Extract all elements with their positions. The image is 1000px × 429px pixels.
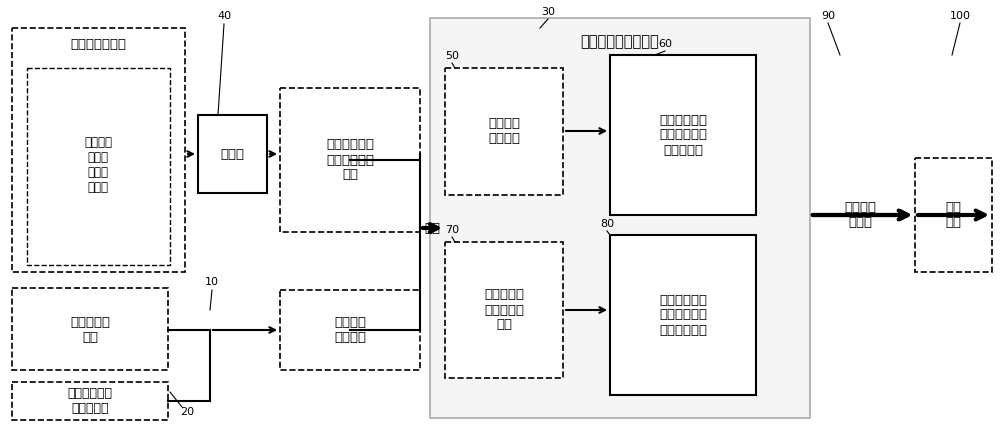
Text: 50: 50 bbox=[445, 51, 459, 61]
Text: 20: 20 bbox=[180, 407, 194, 417]
Text: 地面定标
场数据: 地面定标 场数据 bbox=[844, 201, 876, 229]
Bar bbox=[12, 382, 168, 420]
Bar bbox=[12, 288, 168, 370]
Text: 红外相机
同时间
同空间
同路径: 红外相机 同时间 同空间 同路径 bbox=[84, 136, 112, 194]
Bar bbox=[610, 235, 756, 395]
Text: 产品级数据层面标定: 产品级数据层面标定 bbox=[581, 34, 659, 49]
Text: 预处理: 预处理 bbox=[220, 148, 244, 160]
Bar bbox=[445, 68, 563, 195]
Text: 各小单元微
波数据分布
规律: 各小单元微 波数据分布 规律 bbox=[484, 288, 524, 332]
Text: 高精度红外数据: 高精度红外数据 bbox=[70, 39, 126, 51]
Bar bbox=[27, 68, 170, 265]
Text: 30: 30 bbox=[541, 7, 555, 17]
Text: 90: 90 bbox=[821, 11, 835, 21]
Bar bbox=[915, 158, 992, 272]
Bar bbox=[610, 55, 756, 215]
Text: 全天时全天候
高精度微波海
面温度数据: 全天时全天候 高精度微波海 面温度数据 bbox=[659, 114, 707, 157]
Text: 可见度函数
标定: 可见度函数 标定 bbox=[70, 316, 110, 344]
Bar bbox=[430, 18, 810, 418]
Text: 微波数据
误差规律: 微波数据 误差规律 bbox=[488, 117, 520, 145]
Text: 10: 10 bbox=[205, 277, 219, 287]
Text: 晴天: 晴天 bbox=[424, 221, 440, 235]
Text: 全天时全天候
高分辨率微波
海面温度数据: 全天时全天候 高分辨率微波 海面温度数据 bbox=[659, 293, 707, 336]
Bar bbox=[12, 28, 185, 272]
Text: 100: 100 bbox=[950, 11, 970, 21]
Text: 60: 60 bbox=[658, 39, 672, 49]
Bar bbox=[445, 242, 563, 378]
Bar bbox=[280, 88, 420, 232]
Bar bbox=[198, 115, 267, 193]
Text: 高精度高质量
红外海面温度
数据: 高精度高质量 红外海面温度 数据 bbox=[326, 139, 374, 181]
Text: 效能
评估: 效能 评估 bbox=[945, 201, 961, 229]
Text: 图像重构和反
演误差标定: 图像重构和反 演误差标定 bbox=[68, 387, 112, 415]
Text: 微波海面
温度数据: 微波海面 温度数据 bbox=[334, 316, 366, 344]
Text: 40: 40 bbox=[217, 11, 231, 21]
Text: 80: 80 bbox=[600, 219, 614, 229]
Text: 70: 70 bbox=[445, 225, 459, 235]
Bar bbox=[280, 290, 420, 370]
